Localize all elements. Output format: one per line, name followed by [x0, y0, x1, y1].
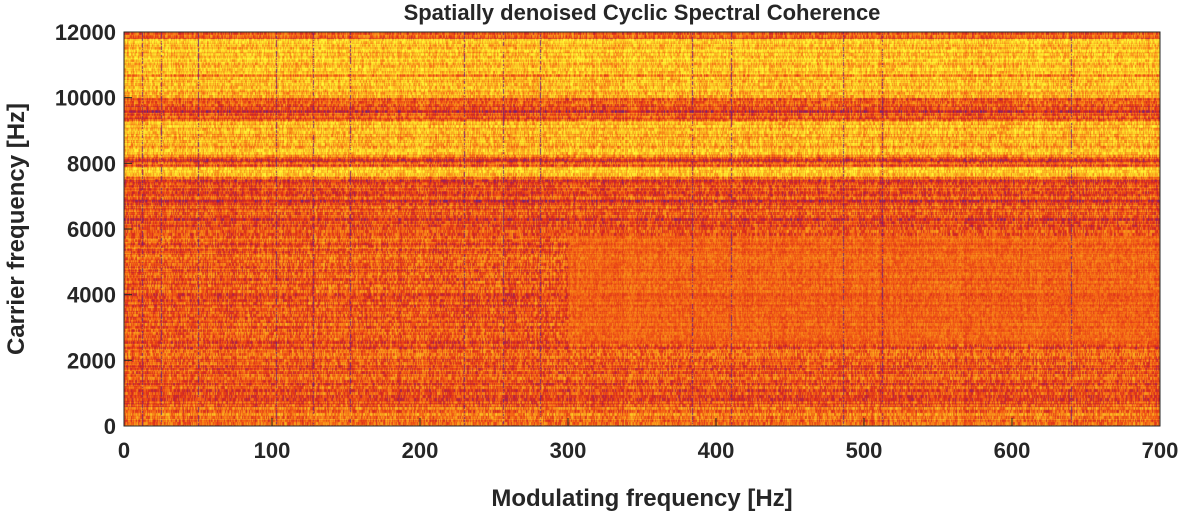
x-tick-label: 200 — [402, 438, 439, 463]
chart-title: Spatially denoised Cyclic Spectral Coher… — [404, 0, 881, 25]
y-tick-label: 12000 — [55, 20, 116, 45]
y-tick-label: 8000 — [67, 151, 116, 176]
x-tick-label: 700 — [1142, 438, 1179, 463]
x-tick-label: 100 — [254, 438, 291, 463]
x-tick-label: 500 — [846, 438, 883, 463]
x-tick-label: 300 — [550, 438, 587, 463]
y-tick-label: 10000 — [55, 86, 116, 111]
y-axis: 0 2000 4000 6000 8000 10000 12000 — [55, 20, 132, 439]
heatmap-image — [124, 32, 1160, 426]
x-tick-label: 400 — [698, 438, 735, 463]
y-tick-label: 2000 — [67, 348, 116, 373]
y-axis-label: Carrier frequency [Hz] — [3, 103, 30, 355]
x-tick-label: 0 — [118, 438, 130, 463]
x-axis-label: Modulating frequency [Hz] — [491, 485, 792, 512]
y-tick-label: 6000 — [67, 217, 116, 242]
plot-area — [123, 31, 1161, 427]
x-tick-label: 600 — [994, 438, 1031, 463]
x-axis: 0 100 200 300 400 500 600 700 — [118, 418, 1178, 463]
y-tick-label: 0 — [104, 414, 116, 439]
y-tick-label: 4000 — [67, 283, 116, 308]
